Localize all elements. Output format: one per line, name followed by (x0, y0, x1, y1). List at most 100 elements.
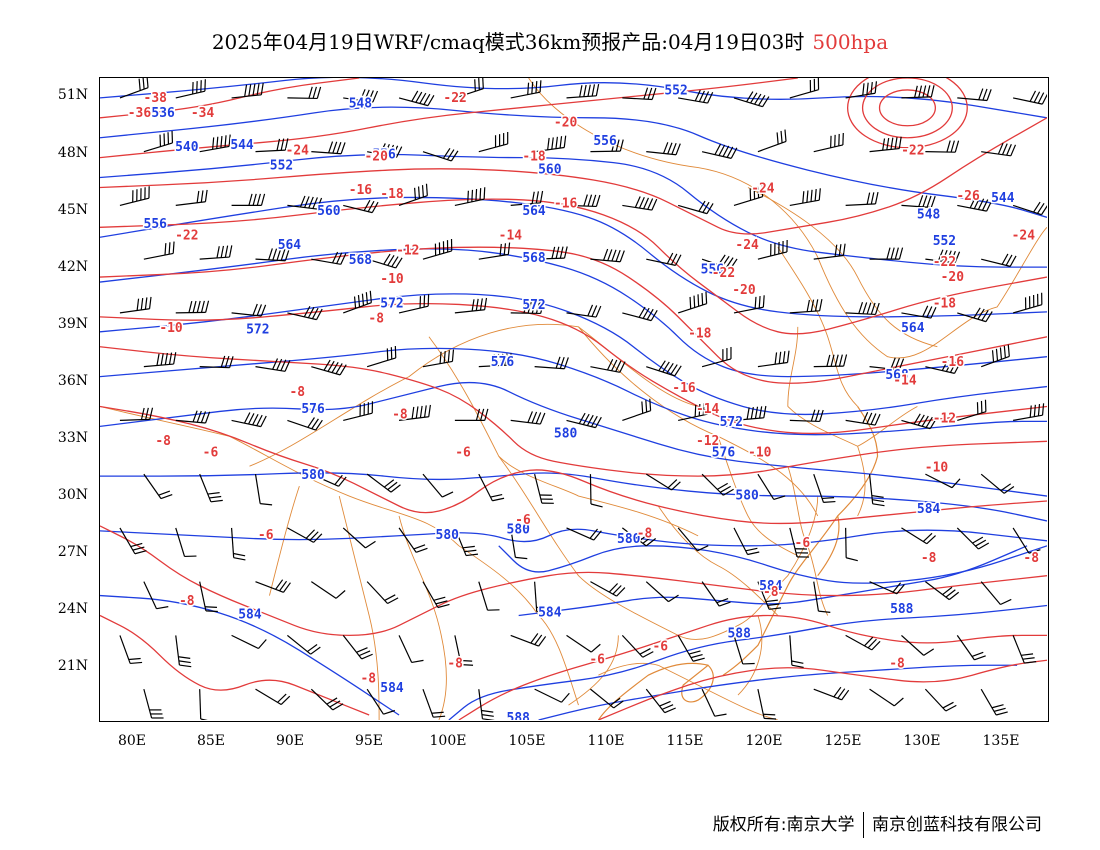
wind-barb (478, 473, 505, 502)
wind-barb (789, 409, 824, 423)
wind-barb (757, 473, 786, 501)
wind-barb (646, 360, 682, 377)
height-contour-label: 556 (144, 217, 168, 232)
wind-barb (287, 417, 323, 431)
copyright-footer: 版权所有:南京大学 南京创蓝科技有限公司 (713, 810, 1042, 838)
wind-barb (255, 579, 291, 593)
height-contour-label: 564 (522, 204, 546, 219)
temperature-contour-label: -16 (349, 183, 373, 198)
lon-label-110e: 110E (587, 733, 625, 749)
temperature-contour-label: -24 (286, 144, 310, 159)
temperature-contour-label: -24 (1012, 228, 1036, 243)
lon-label-135e: 135E (982, 733, 1020, 749)
wind-barb (231, 82, 264, 99)
lon-label-115e: 115E (666, 733, 704, 749)
temperature-contour-label: -8 (1023, 551, 1039, 566)
wind-barb (646, 252, 682, 266)
wind-barb (1013, 403, 1045, 421)
temperature-contour-label: -6 (455, 445, 471, 460)
wind-barb (869, 357, 905, 371)
wind-barb (175, 527, 197, 558)
temperature-contour-label: -16 (941, 355, 965, 370)
temperature-contour-line (100, 78, 798, 159)
wind-barb (845, 302, 880, 316)
temperature-contour-label: -18 (688, 327, 711, 342)
lat-label-33n: 33N (57, 430, 88, 446)
lat-label-27n: 27N (57, 544, 88, 560)
wind-barb (757, 129, 787, 153)
height-contour-label: 572 (522, 298, 545, 313)
temperature-contour-line (100, 302, 1048, 434)
wind-barb (590, 139, 624, 153)
lat-label-21n: 21N (57, 658, 88, 674)
temperature-contour-line (100, 198, 1048, 335)
wind-barb (255, 358, 291, 372)
wind-barb (231, 634, 267, 650)
temperature-contour-label: -22 (933, 255, 956, 270)
temperature-contour-label: -8 (361, 672, 377, 687)
wind-barb (366, 581, 399, 605)
wind-barb (175, 300, 210, 314)
wind-barb (901, 195, 936, 209)
height-contour-label: 548 (349, 96, 372, 111)
wind-barb (343, 89, 379, 103)
height-contour-line (100, 196, 1048, 318)
wind-barb (422, 688, 446, 718)
temperature-contour-label: -10 (748, 445, 772, 460)
geopotential-height-contours (100, 78, 1048, 721)
height-contour-label: 560 (317, 204, 341, 219)
temperature-contour-label: -6 (258, 528, 274, 543)
wind-barb (622, 87, 657, 101)
temperature-contour-line (458, 614, 1047, 721)
height-contour-line (100, 153, 1047, 268)
lon-label-80e: 80E (117, 733, 147, 749)
height-contour-labels: 536 548 552 540 544 556 552 556 560 544 560 564 548 5… (142, 82, 1016, 721)
lon-label-100e: 100E (429, 733, 467, 749)
temperature-contour-label: -22 (175, 228, 198, 243)
wind-barb (199, 473, 223, 503)
wind-barb (678, 200, 714, 215)
wind-barb (255, 248, 290, 262)
wind-barb (311, 141, 346, 155)
wind-barb (622, 196, 658, 211)
wind-barb (119, 527, 147, 555)
temperature-contour-label: -6 (515, 513, 531, 528)
wind-barb (119, 635, 143, 665)
wind-barb (813, 243, 846, 260)
temperature-contour-label: -20 (554, 115, 578, 130)
wind-barb (311, 359, 347, 376)
height-contour-label: 568 (522, 251, 545, 266)
wind-barb (757, 581, 782, 610)
height-contour-label: 584 (917, 502, 941, 517)
lat-label-42n: 42N (57, 259, 88, 275)
lat-label-39n: 39N (57, 316, 88, 332)
wind-barb (701, 581, 731, 607)
height-contour-label: 564 (901, 321, 925, 336)
height-contour-label: 580 (554, 426, 578, 441)
wind-barb (566, 194, 601, 208)
temperature-contour-label: -8 (921, 551, 937, 566)
wind-barb (199, 355, 234, 369)
wind-barb (845, 81, 878, 99)
wind-barb (478, 353, 512, 368)
wind-barb (175, 79, 206, 99)
wind-barb (398, 635, 424, 664)
wind-barb (733, 91, 770, 108)
wind-barb (343, 290, 372, 314)
wind-barb (925, 473, 961, 489)
wind-barb (478, 581, 500, 611)
map-title: 2025年04月19日WRF/cmaq模式36km预报产品:04月19日03时 5… (0, 26, 1100, 55)
wind-barb (566, 634, 601, 653)
height-contour-label: 560 (538, 162, 562, 177)
wind-barb (422, 581, 450, 609)
temperature-contour-label: -8 (889, 656, 905, 671)
wind-barb (119, 186, 150, 206)
wind-barb (733, 527, 760, 556)
wind-barb (869, 581, 905, 595)
wind-barb (957, 88, 992, 102)
wind-barb (789, 78, 820, 99)
height-contour-label: 584 (759, 579, 783, 594)
wind-barb (199, 689, 213, 721)
temperature-contour-label: -8 (763, 585, 779, 600)
copyright-owner: 版权所有:南京大学 (712, 815, 855, 835)
